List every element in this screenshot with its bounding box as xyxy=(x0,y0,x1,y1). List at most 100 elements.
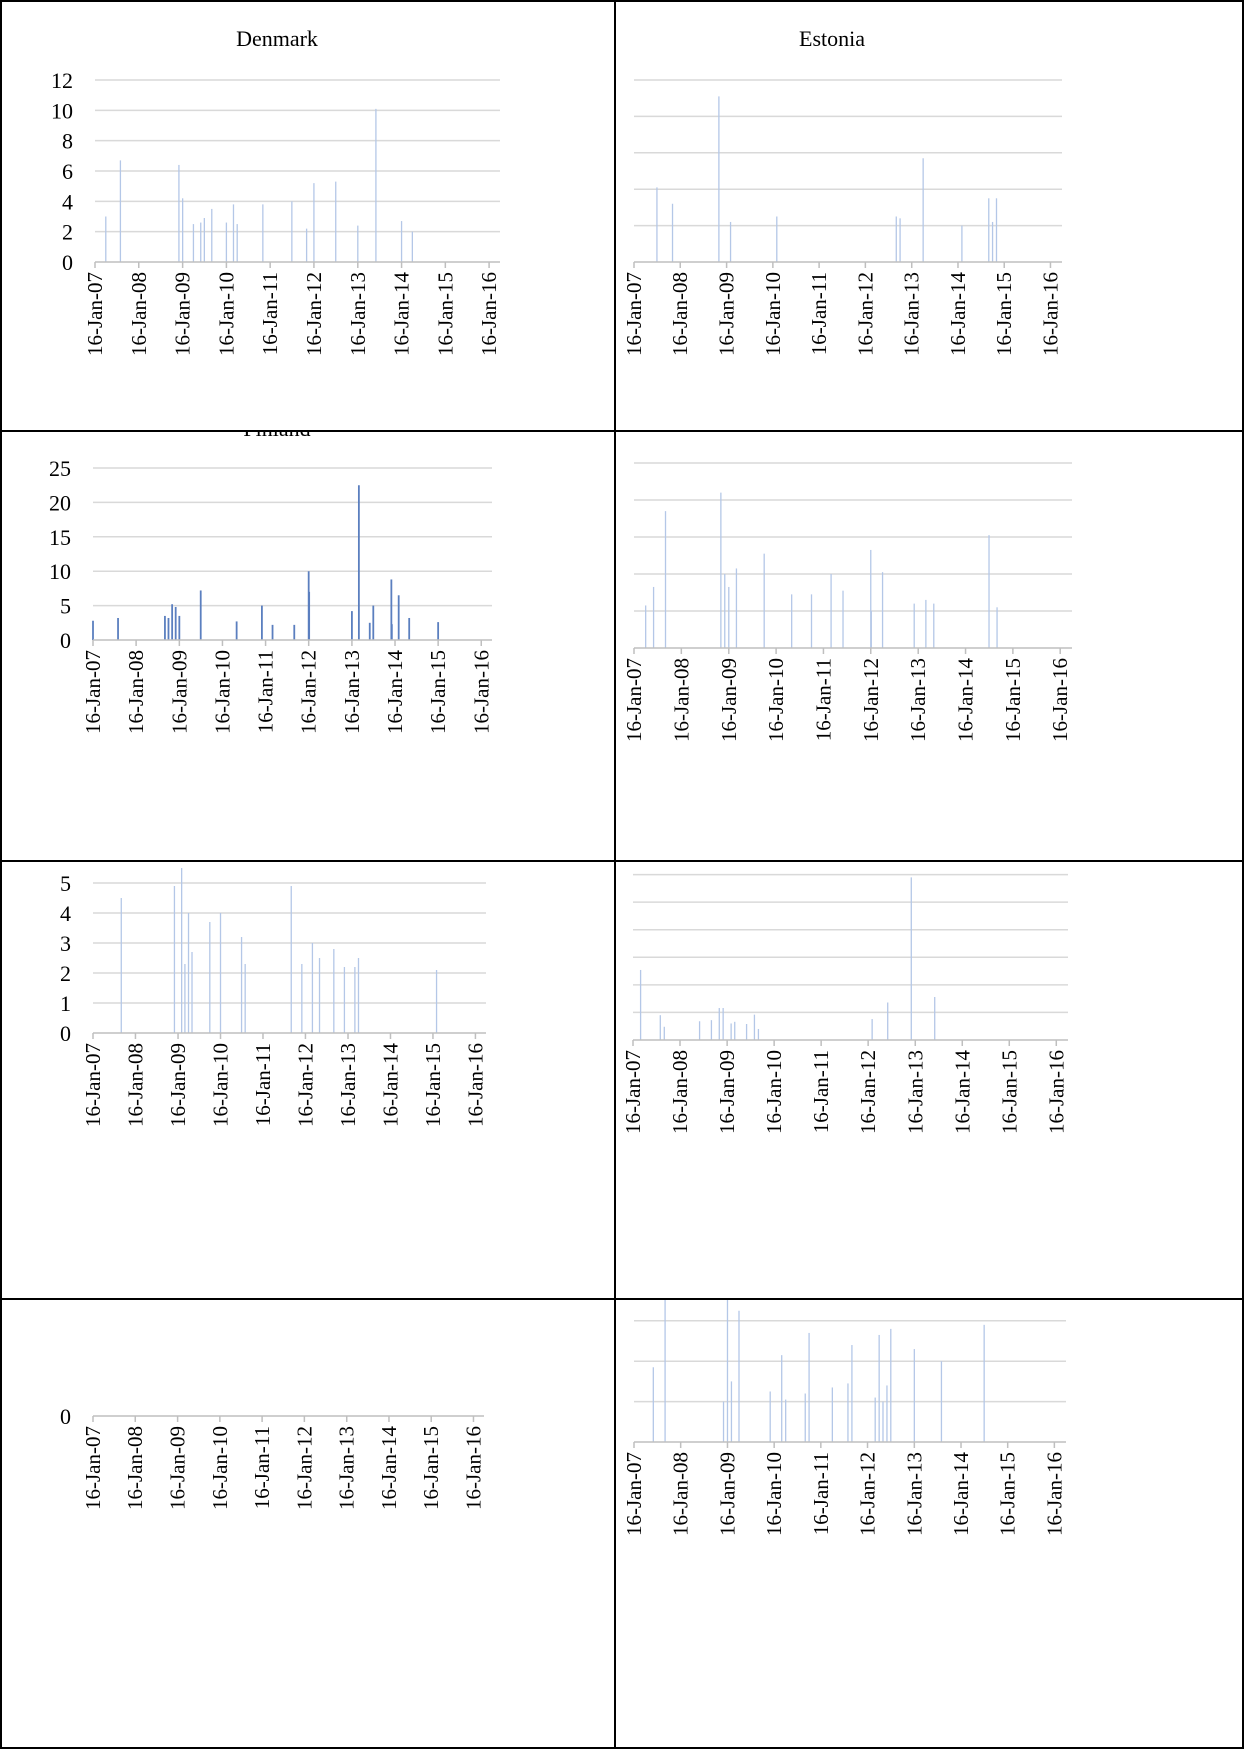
y-tick-label: 1 xyxy=(60,991,71,1016)
x-tick-label: 16-Jan-15 xyxy=(997,1050,1021,1134)
panel-finland: Finland 0 5 10 15 20 25 16-Jan-07 16-Jan-08 16-Ja… xyxy=(0,430,616,862)
x-tick-label: 16-Jan-09 xyxy=(715,1050,739,1134)
x-tick-label: 16-Jan-13 xyxy=(336,1043,360,1127)
x-tick-label: 16-Jan-16 xyxy=(477,272,501,356)
x-tick-label: 16-Jan-07 xyxy=(622,658,646,742)
x-tick-label: 16-Jan-10 xyxy=(761,272,785,356)
chart-estonia: Estonia024681016-Jan-0716-Jan-0816-Jan-0… xyxy=(622,26,1062,356)
x-tick-label: 16-Jan-11 xyxy=(811,658,835,741)
y-tick-label: 2 xyxy=(60,961,71,986)
y-tick-label: 12 xyxy=(51,68,73,93)
y-tick-label: 25 xyxy=(49,456,71,481)
x-tick-label: 16-Jan-11 xyxy=(251,1043,275,1126)
x-tick-label: 16-Jan-07 xyxy=(81,1043,105,1127)
x-tick-label: 16-Jan-12 xyxy=(859,658,883,742)
x-tick-label: 16-Jan-11 xyxy=(250,1426,274,1509)
x-tick-label: 16-Jan-13 xyxy=(335,1426,359,1510)
x-tick-label: 16-Jan-13 xyxy=(903,1050,927,1134)
x-tick-label: 16-Jan-14 xyxy=(946,272,970,356)
x-tick-label: 16-Jan-13 xyxy=(900,272,924,356)
y-tick-label: 0 xyxy=(60,1021,71,1046)
x-tick-label: 16-Jan-10 xyxy=(208,1426,232,1510)
x-tick-label: 16-Jan-16 xyxy=(1042,1452,1066,1536)
x-tick-label: 16-Jan-10 xyxy=(762,1050,786,1134)
x-tick-label: 16-Jan-16 xyxy=(1044,1050,1068,1134)
x-tick-label: 16-Jan-11 xyxy=(254,650,278,733)
x-tick-label: 16-Jan-15 xyxy=(996,1452,1020,1536)
x-tick-label: 16-Jan-09 xyxy=(167,650,191,734)
y-tick-label: 6 xyxy=(60,862,71,866)
chart-title: Denmark xyxy=(236,26,318,51)
chart-greece: Greece0510152025303516-Jan-0716-Jan-0816… xyxy=(621,873,1068,1134)
panel-estonia: Estonia024681016-Jan-0716-Jan-0816-Jan-0… xyxy=(614,0,1244,432)
x-tick-label: 16-Jan-12 xyxy=(856,1050,880,1134)
x-tick-label: 16-Jan-11 xyxy=(809,1050,833,1133)
x-tick-label: 16-Jan-10 xyxy=(210,650,234,734)
y-tick-label: 10 xyxy=(51,98,73,123)
y-tick-label: 0 xyxy=(62,250,73,275)
x-tick-label: 16-Jan-15 xyxy=(421,1043,445,1127)
panel-ireland: Ireland0116-Jan-0716-Jan-0816-Jan-0916-J… xyxy=(0,1298,616,1749)
x-tick-label: 16-Jan-07 xyxy=(83,272,107,356)
x-tick-label: 16-Jan-07 xyxy=(81,1426,105,1510)
x-tick-label: 16-Jan-08 xyxy=(668,1050,692,1134)
x-tick-label: 16-Jan-09 xyxy=(715,272,739,356)
y-tick-label: 3 xyxy=(60,931,71,956)
panel-greece: Greece0510152025303516-Jan-0716-Jan-0816… xyxy=(614,860,1244,1300)
chart-finland: Finland 0 5 10 15 20 25 16-Jan-07 16-Jan-08 16-Ja… xyxy=(49,432,493,734)
x-tick-label: 16-Jan-08 xyxy=(123,1043,147,1127)
x-tick-label: 16-Jan-08 xyxy=(669,658,693,742)
x-tick-label: 16-Jan-14 xyxy=(377,1426,401,1510)
x-tick-label: 16-Jan-14 xyxy=(390,272,414,356)
y-tick-label: 6 xyxy=(62,159,73,184)
x-tick-label: 16-Jan-09 xyxy=(166,1426,190,1510)
chart-title: France xyxy=(802,432,862,433)
x-tick-label: 16-Jan-09 xyxy=(166,1043,190,1127)
chart-france: France024681016-Jan-0716-Jan-0816-Jan-09… xyxy=(622,432,1072,742)
y-tick-label: 8 xyxy=(62,129,73,154)
x-tick-label: 16-Jan-10 xyxy=(214,272,238,356)
x-tick-label: 16-Jan-14 xyxy=(954,658,978,742)
x-tick-label: 16-Jan-14 xyxy=(383,650,407,734)
chart-germany: Germany012345616-Jan-0716-Jan-0816-Jan-0… xyxy=(60,862,487,1127)
x-tick-label: 16-Jan-12 xyxy=(293,1043,317,1127)
chart-title: Estonia xyxy=(799,26,865,51)
x-tick-label: 16-Jan-15 xyxy=(1001,658,1025,742)
x-tick-label: 16-Jan-07 xyxy=(622,272,646,356)
panel-italy: Italy024681016-Jan-0716-Jan-0816-Jan-091… xyxy=(614,1298,1244,1749)
x-tick-label: 16-Jan-07 xyxy=(622,1452,646,1536)
x-tick-label: 16-Jan-12 xyxy=(292,1426,316,1510)
x-tick-label: 16-Jan-07 xyxy=(621,1050,645,1134)
x-tick-label: 16-Jan-12 xyxy=(302,272,326,356)
chart-italy: Italy024681016-Jan-0716-Jan-0816-Jan-091… xyxy=(622,1300,1066,1536)
x-tick-label: 16-Jan-10 xyxy=(764,658,788,742)
x-tick-label: 16-Jan-09 xyxy=(717,658,741,742)
x-tick-label: 16-Jan-08 xyxy=(127,272,151,356)
x-tick-label: 16-Jan-12 xyxy=(856,1452,880,1536)
y-tick-label: 5 xyxy=(60,594,71,619)
x-tick-label: 16-Jan-13 xyxy=(340,650,364,734)
x-tick-label: 16-Jan-14 xyxy=(378,1043,402,1127)
x-tick-label: 16-Jan-12 xyxy=(297,650,321,734)
y-tick-label: 20 xyxy=(49,490,71,515)
x-tick-label: 16-Jan-11 xyxy=(258,272,282,355)
y-tick-label: 4 xyxy=(60,901,71,926)
x-tick-label: 16-Jan-16 xyxy=(469,650,493,734)
x-tick-label: 16-Jan-08 xyxy=(668,272,692,356)
chart-title: Finland xyxy=(243,432,310,441)
y-tick-label: 0 xyxy=(60,628,71,653)
panel-germany: Germany012345616-Jan-0716-Jan-0816-Jan-0… xyxy=(0,860,616,1300)
x-tick-label: 16-Jan-15 xyxy=(419,1426,443,1510)
x-tick-label: 16-Jan-15 xyxy=(992,272,1016,356)
x-tick-label: 16-Jan-13 xyxy=(902,1452,926,1536)
y-tick-label: 15 xyxy=(49,525,71,550)
x-tick-label: 16-Jan-14 xyxy=(949,1452,973,1536)
x-tick-label: 16-Jan-16 xyxy=(1038,272,1062,356)
x-tick-label: 16-Jan-08 xyxy=(669,1452,693,1536)
x-tick-label: 16-Jan-16 xyxy=(463,1043,487,1127)
y-tick-label: 4 xyxy=(62,189,73,214)
x-tick-label: 16-Jan-09 xyxy=(715,1452,739,1536)
y-tick-label: 5 xyxy=(60,871,71,896)
x-tick-label: 16-Jan-11 xyxy=(807,272,831,355)
y-tick-label: 0 xyxy=(60,1404,71,1429)
